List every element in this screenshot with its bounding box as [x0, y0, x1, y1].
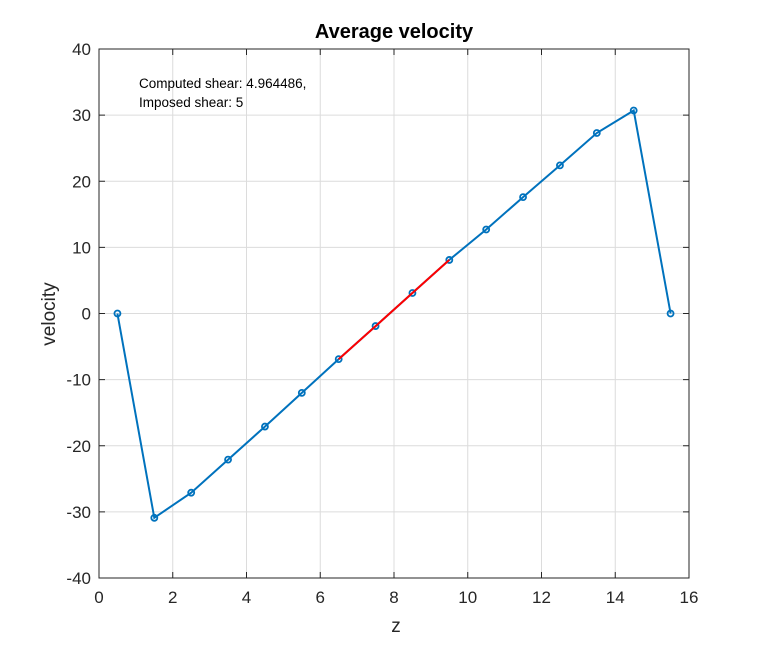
y-tick-label: 20	[72, 172, 91, 191]
data-point	[371, 322, 380, 330]
x-tick-label: 10	[458, 588, 477, 607]
chart-title: Average velocity	[315, 21, 474, 43]
data-point	[408, 289, 417, 297]
series	[113, 106, 675, 522]
data-point	[297, 388, 306, 397]
data-point	[482, 225, 491, 234]
data-point	[113, 309, 122, 318]
x-tick-label: 8	[389, 588, 398, 607]
data-point	[150, 513, 159, 522]
y-tick-label: -40	[66, 569, 91, 588]
x-tick-label: 12	[532, 588, 551, 607]
x-axis-label: z	[391, 616, 401, 637]
data-point	[666, 309, 675, 318]
y-axis-label: velocity	[39, 282, 60, 346]
annotation-computed-shear: Computed shear: 4.964486,	[139, 76, 306, 91]
x-tick-label: 14	[606, 588, 625, 607]
data-point	[445, 256, 454, 264]
annotation-imposed-shear: Imposed shear: 5	[139, 95, 243, 110]
x-tick-label: 16	[680, 588, 699, 607]
data-point	[187, 488, 196, 497]
series-line	[338, 259, 450, 360]
y-tick-label: 40	[72, 40, 91, 59]
y-tick-label: -20	[66, 437, 91, 456]
y-tick-label: -30	[66, 503, 91, 522]
data-point	[334, 355, 343, 364]
grid	[98, 48, 690, 579]
y-tick-label: 0	[82, 305, 91, 324]
series-1	[338, 259, 450, 360]
data-point	[556, 161, 564, 170]
x-tick-label: 2	[168, 588, 177, 607]
x-tick-label: 6	[316, 588, 325, 607]
y-tick-label: 10	[72, 238, 91, 257]
data-point	[592, 129, 601, 137]
y-tick-label: -10	[66, 371, 91, 390]
x-tick-label: 4	[242, 588, 251, 607]
axis-ticks: 0 2 4 6 8 10 12 14 16 -40 -30 -20 -10 0 10 20 30 40	[66, 40, 698, 607]
y-tick-label: 30	[72, 106, 91, 125]
data-point	[519, 193, 527, 202]
x-tick-label: 0	[94, 588, 103, 607]
data-point	[629, 106, 638, 115]
data-point	[224, 455, 232, 464]
data-point	[261, 422, 269, 431]
